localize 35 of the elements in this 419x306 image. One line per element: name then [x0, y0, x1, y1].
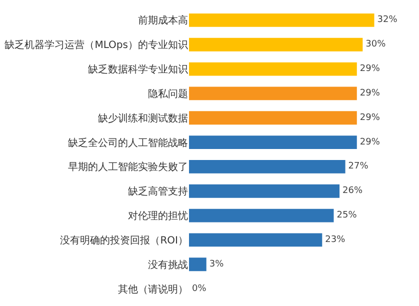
data-label: 29%	[360, 88, 380, 98]
bar	[189, 38, 363, 52]
y-tick-label: 缺乏全公司的人工智能战略	[68, 136, 188, 149]
data-label: 3%	[209, 259, 224, 270]
bar	[189, 111, 357, 125]
y-tick-label: 前期成本高	[138, 14, 188, 27]
bar	[189, 208, 334, 222]
bar	[189, 184, 340, 198]
data-label: 29%	[360, 137, 380, 148]
data-label: 26%	[342, 186, 363, 196]
data-label: 23%	[325, 234, 346, 245]
bar	[189, 13, 374, 27]
bar	[189, 86, 357, 100]
y-tick-label: 缺乏高管支持	[128, 186, 188, 198]
y-tick-label: 其他（请说明）	[118, 283, 188, 296]
data-label: 30%	[366, 40, 386, 50]
y-tick-label: 隐私问题	[148, 88, 188, 100]
bar	[189, 160, 346, 174]
data-label: 0%	[192, 284, 207, 294]
bar	[189, 258, 206, 272]
data-label: 29%	[360, 112, 380, 123]
y-tick-label: 缺少训练和测试数据	[98, 112, 188, 124]
y-tick-label: 早期的人工智能实验失败了	[68, 161, 188, 174]
y-tick-label: 对伦理的担忧	[128, 210, 188, 222]
y-tick-label: 没有挑战	[148, 258, 188, 271]
data-label: 25%	[336, 210, 358, 221]
bar	[189, 233, 322, 247]
data-label: 29%	[360, 64, 380, 74]
data-label: 32%	[377, 15, 398, 26]
data-label: 27%	[348, 162, 369, 172]
bar	[189, 62, 357, 76]
bar	[189, 136, 357, 150]
y-tick-label: 没有明确的投资回报（ROI）	[60, 234, 188, 246]
y-tick-label: 缺乏机器学习运营（MLOps）的专业知识	[4, 39, 188, 52]
y-tick-label: 缺乏数据科学专业知识	[88, 64, 188, 76]
